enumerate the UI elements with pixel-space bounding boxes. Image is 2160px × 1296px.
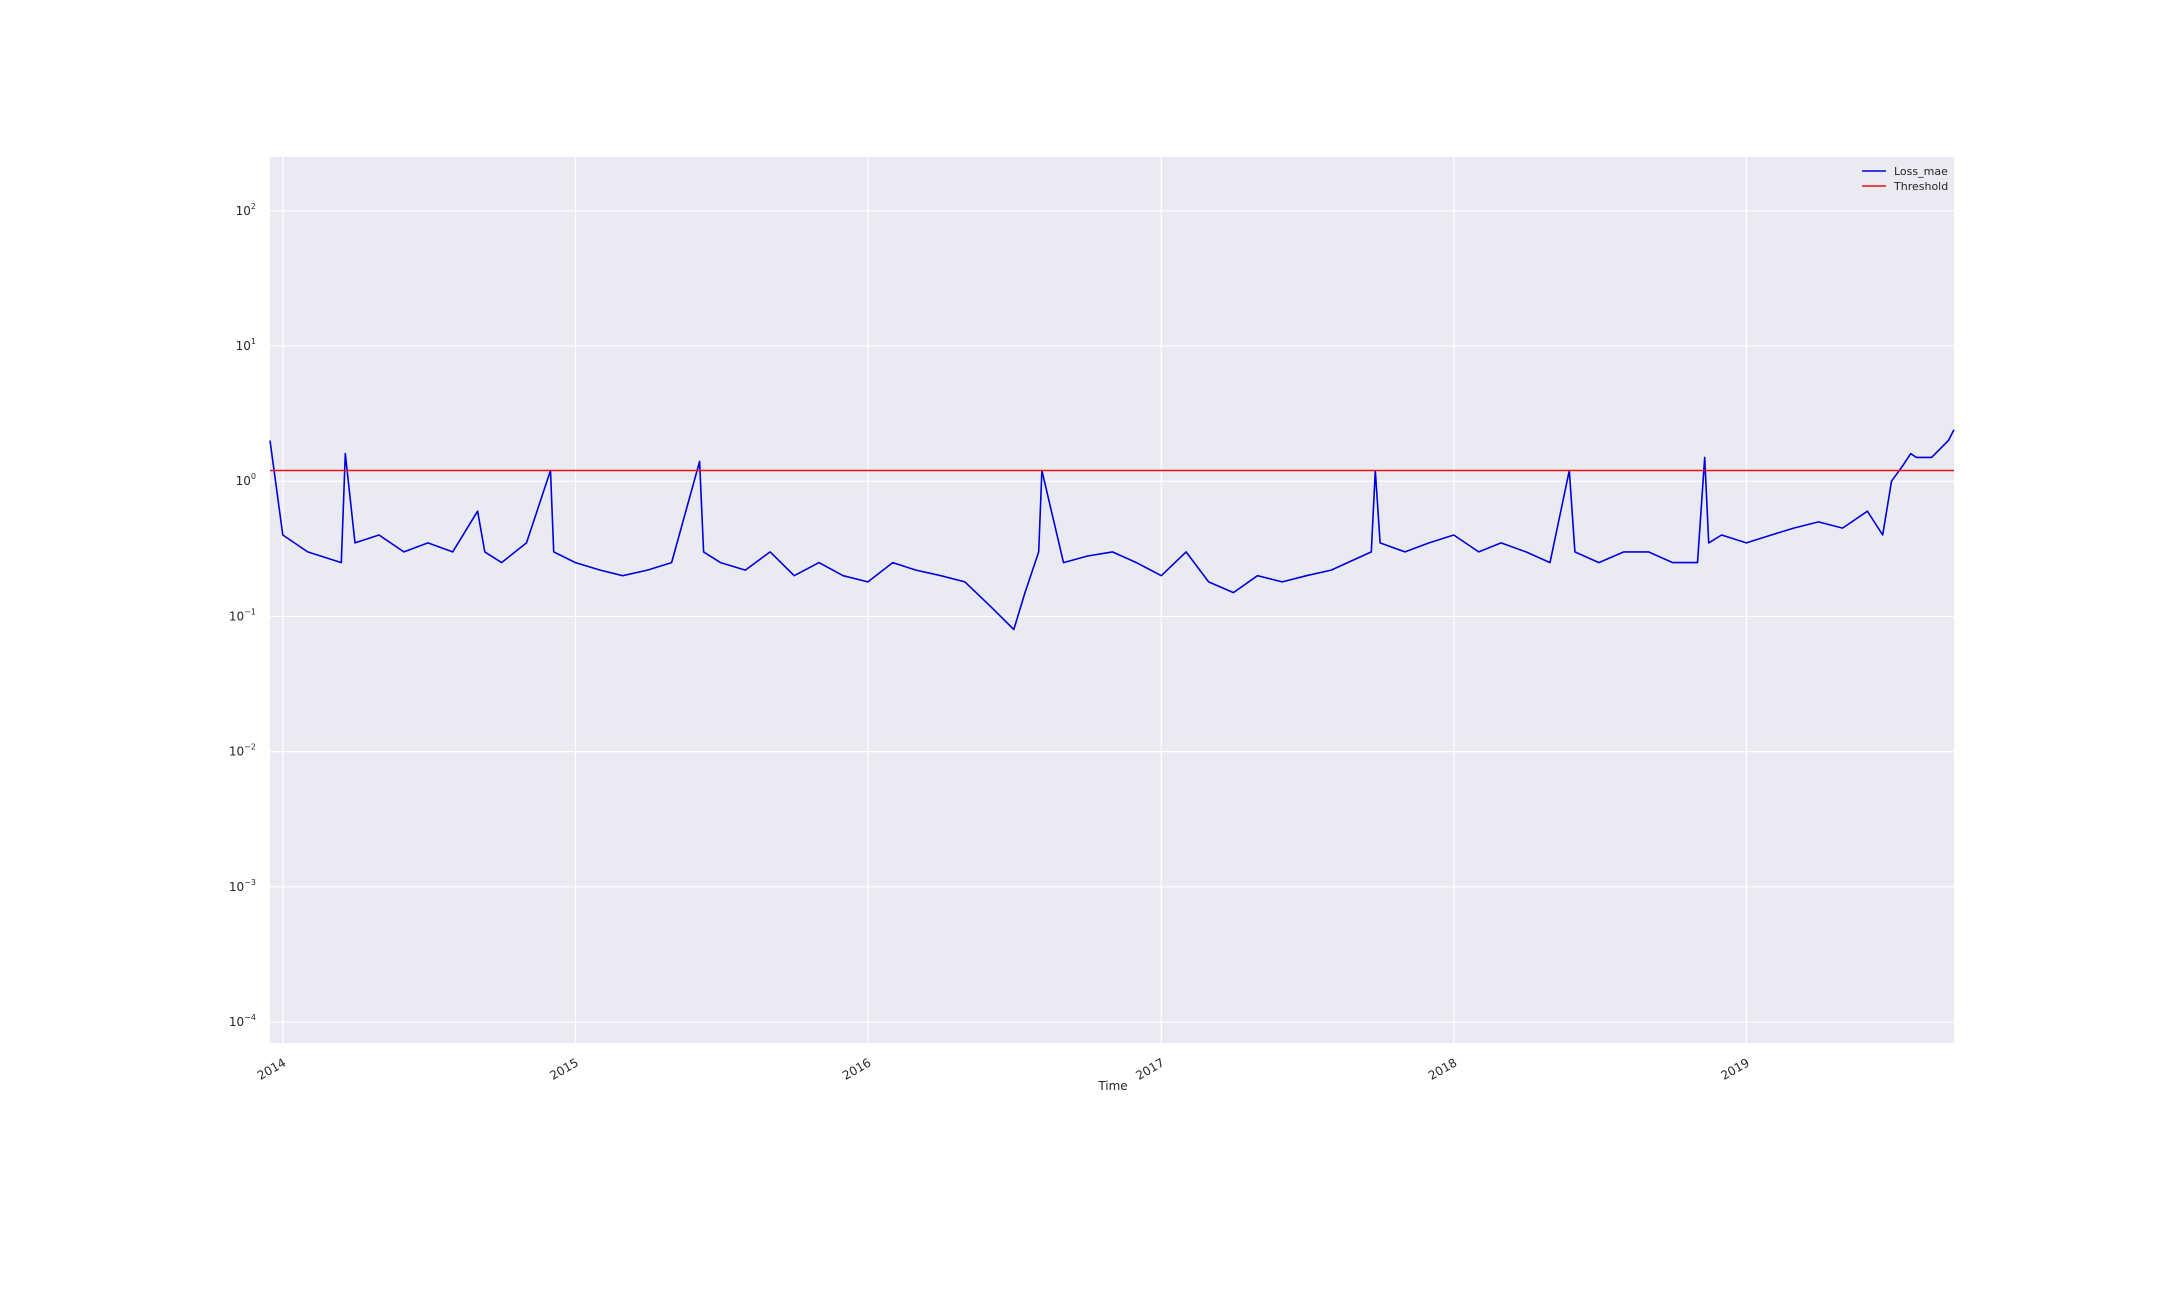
y-tick-label: 102 xyxy=(236,202,256,218)
series-layer xyxy=(269,429,1955,631)
x-axis-title: Time xyxy=(1097,1079,1127,1093)
x-tick-label: 2017 xyxy=(1133,1055,1166,1082)
x-tick-label: 2016 xyxy=(840,1055,873,1082)
plot-area xyxy=(270,157,1954,1043)
x-tick-label: 2014 xyxy=(255,1055,288,1082)
x-axis-ticks: 2014 2015 2016 2017 2018 2019 xyxy=(255,1055,1752,1082)
x-tick-label: 2015 xyxy=(547,1055,580,1082)
y-tick-label: 101 xyxy=(236,337,256,353)
legend-label-threshold: Threshold xyxy=(1893,180,1948,193)
y-axis-ticks: 10−4 10−3 10−2 10−1 100 101 102 xyxy=(229,202,256,1029)
legend-label-loss: Loss_mae xyxy=(1894,165,1948,178)
x-tick-label: 2019 xyxy=(1718,1055,1751,1082)
y-tick-label: 10−4 xyxy=(229,1013,256,1029)
x-tick-label: 2018 xyxy=(1426,1055,1459,1082)
y-tick-label: 10−3 xyxy=(229,878,256,894)
y-tick-label: 10−2 xyxy=(229,743,256,759)
grid-lines xyxy=(270,157,1954,1043)
y-tick-label: 10−1 xyxy=(229,607,256,623)
legend: Loss_mae Threshold xyxy=(1862,165,1948,193)
y-tick-label: 100 xyxy=(236,472,256,488)
